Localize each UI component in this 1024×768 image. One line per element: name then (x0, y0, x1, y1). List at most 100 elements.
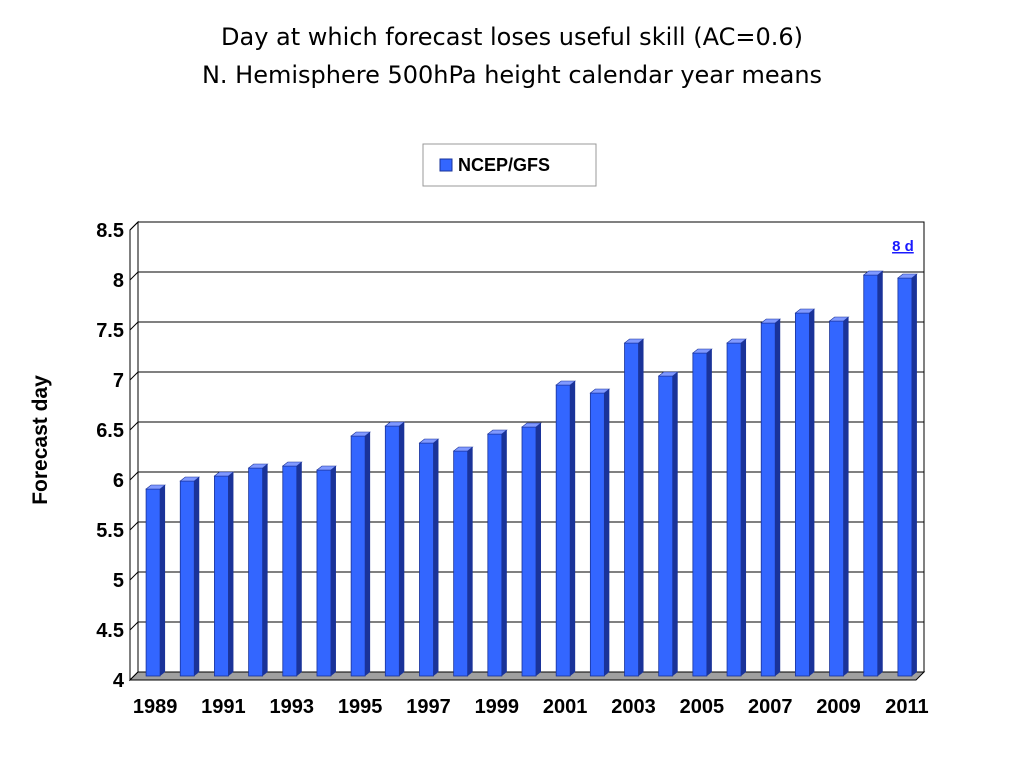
chart-title-line2: N. Hemisphere 500hPa height calendar yea… (201, 61, 823, 89)
bar-top (760, 318, 782, 324)
bar-top (316, 465, 337, 471)
y-tick-label: 7 (113, 370, 124, 392)
bar-side (365, 432, 371, 676)
bar-front (282, 465, 298, 677)
gridline-wall (129, 421, 139, 431)
legend-label: NCEP/GFS (458, 155, 550, 175)
bar (213, 471, 235, 677)
y-tick-labels: 4 4.5 5 5.5 6 6.5 7 7.5 8 8.5 (96, 220, 125, 692)
bar (384, 421, 406, 677)
bar-side (741, 339, 747, 676)
x-tick-label: 1991 (201, 696, 246, 718)
bar-top (828, 316, 850, 322)
bar (794, 308, 816, 677)
bar (555, 380, 577, 677)
y-tick-label: 8 (113, 270, 124, 292)
bar-top (657, 371, 679, 377)
bar-front (794, 312, 810, 677)
bar-side (296, 462, 302, 676)
annotation-8d: 8 d (892, 238, 914, 255)
bar-side (330, 466, 336, 676)
bar-front (316, 469, 332, 677)
gridline-wall (129, 521, 139, 531)
bar-front (419, 442, 434, 677)
bar-top (281, 461, 303, 467)
bar-side (672, 372, 678, 676)
bar-front (384, 425, 400, 677)
bar-top (555, 380, 577, 386)
x-tick-label: 2001 (543, 696, 588, 718)
gridline-wall (129, 471, 139, 481)
y-tick-label: 4.5 (96, 620, 124, 642)
bar-top (897, 273, 918, 279)
gridline-wall (129, 321, 139, 331)
bar (726, 338, 747, 677)
x-tick-label: 2009 (816, 696, 861, 718)
legend: NCEP/GFS (422, 143, 597, 187)
x-tick-label: 1989 (133, 696, 178, 718)
bar (179, 476, 201, 677)
gridline-wall (129, 221, 139, 231)
bar-top (862, 270, 884, 276)
bar (897, 273, 918, 677)
bar-front (248, 467, 264, 677)
chart-title-line1: Day at which forecast loses useful skill… (221, 23, 803, 51)
bar-side (809, 309, 815, 676)
x-tick-label: 1999 (475, 696, 520, 718)
y-tick-label: 6 (113, 470, 124, 492)
bar-front (829, 320, 844, 677)
bar-front (658, 375, 674, 677)
bar-front (350, 435, 366, 677)
gridline-wall (129, 621, 139, 631)
bar-top (418, 438, 440, 444)
gridline-wall (129, 571, 139, 581)
bar-front (589, 392, 605, 677)
x-tick-label: 2007 (748, 696, 793, 718)
x-tick-label: 1993 (270, 696, 315, 718)
bar-front (624, 342, 639, 677)
bar-side (228, 472, 234, 676)
bar-side (399, 422, 405, 676)
bar-top (247, 463, 269, 469)
x-tick-label: 1995 (338, 696, 383, 718)
y-tick-label: 5.5 (96, 520, 124, 542)
bar-side (877, 271, 883, 676)
gridline-wall (129, 271, 139, 281)
bar (452, 446, 474, 677)
bar (760, 318, 782, 677)
bar-side (160, 485, 166, 676)
left-wall (129, 220, 139, 682)
bar-side (604, 389, 610, 676)
bar (521, 422, 542, 677)
bar-top (726, 338, 747, 344)
bar-front (179, 480, 195, 677)
y-tick-label: 5 (113, 570, 124, 592)
bar-side (775, 319, 781, 676)
bar-front (555, 384, 571, 677)
x-tick-label: 2011 (885, 696, 928, 718)
bar-side (536, 423, 541, 676)
x-tick-label: 1997 (406, 696, 451, 718)
y-axis-label: Forecast day (29, 375, 52, 505)
bar-top (452, 446, 474, 452)
bar-top (213, 471, 235, 477)
bar-side (843, 317, 849, 676)
bar-front (487, 433, 503, 677)
bar (657, 371, 679, 677)
legend-swatch (439, 158, 453, 172)
x-tick-label: 2005 (680, 696, 725, 718)
bar (828, 316, 850, 677)
bar-side (911, 274, 917, 676)
bar-side (706, 349, 712, 676)
bar-front (897, 277, 913, 677)
bar-front (145, 488, 161, 677)
y-tick-label: 7.5 (96, 320, 124, 342)
y-tick-label: 6.5 (96, 420, 124, 442)
bar-side (194, 477, 200, 676)
bar-top (384, 421, 406, 427)
bar-side (570, 381, 576, 676)
bar-top (623, 338, 645, 344)
bar-top (350, 431, 371, 437)
gridline-wall (129, 371, 139, 381)
bars (145, 270, 918, 677)
